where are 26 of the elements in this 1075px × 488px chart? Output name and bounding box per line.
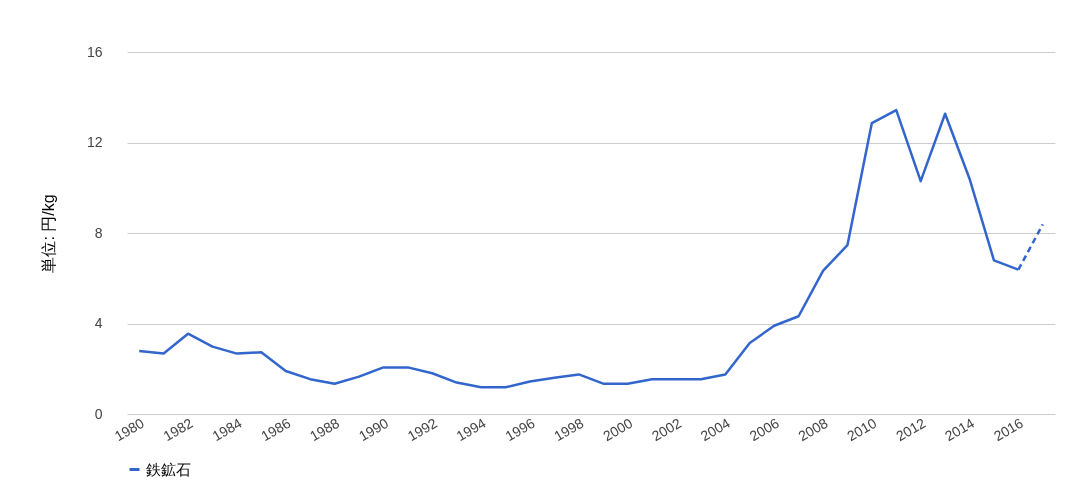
x-tick-label: 2016 <box>990 414 1027 445</box>
x-tick-label: 1986 <box>258 414 294 445</box>
legend-label: 鉄鉱石 <box>146 460 191 478</box>
x-tick-label: 2008 <box>795 414 831 445</box>
x-tick-label: 2000 <box>600 414 636 445</box>
x-tick-label: 1996 <box>502 414 538 445</box>
y-tick-label: 0 <box>94 405 103 422</box>
y-tick-label: 12 <box>86 134 103 150</box>
x-tick-label: 1980 <box>111 414 147 445</box>
y-tick-label: 16 <box>86 43 103 60</box>
x-tick-label: 1988 <box>307 414 343 445</box>
x-tick-label: 2014 <box>942 414 978 445</box>
y-tick-label: 4 <box>94 315 103 331</box>
x-tick-label: 2010 <box>844 414 880 445</box>
x-tick-label: 2002 <box>648 414 685 445</box>
x-tick-label: 2004 <box>697 414 733 445</box>
x-tick-label: 1990 <box>355 414 392 445</box>
x-tick-label: 2012 <box>893 414 929 445</box>
x-tick-label: 1994 <box>453 414 489 445</box>
y-axis-title: 単位: 円/kg <box>39 194 57 273</box>
x-tick-label: 1984 <box>209 414 245 445</box>
x-tick-label: 1992 <box>404 414 440 445</box>
x-tick-label: 1982 <box>160 414 196 445</box>
y-tick-label: 8 <box>94 224 103 241</box>
x-tick-label: 2006 <box>746 414 782 445</box>
x-tick-label: 1998 <box>551 414 587 445</box>
